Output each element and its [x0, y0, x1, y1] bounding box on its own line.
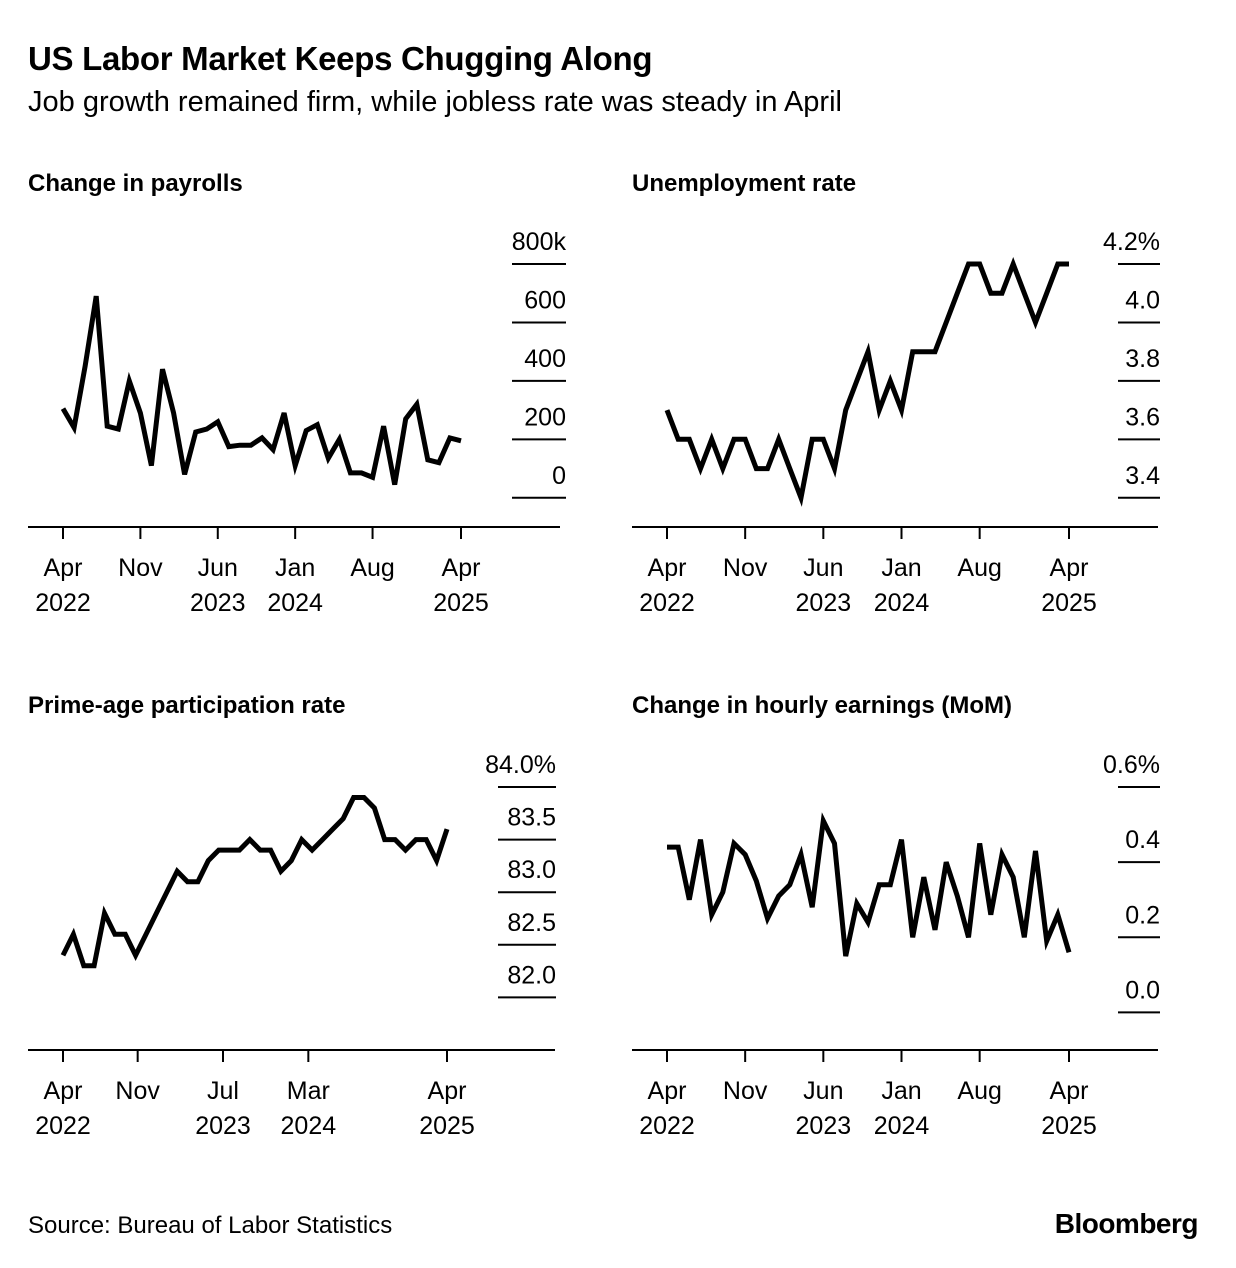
- y-tick-label: 82.5: [507, 909, 556, 937]
- x-tick-label: Apr: [1050, 1077, 1089, 1105]
- y-tick-label: 0.4: [1125, 826, 1160, 854]
- earnings-panel-title: Change in hourly earnings (MoM): [632, 692, 1013, 719]
- y-tick-label: 3.4: [1125, 462, 1160, 490]
- y-tick-label: 0.2: [1125, 901, 1160, 929]
- x-tick-label: Apr: [648, 1077, 687, 1105]
- y-tick-label: 0.6%: [1103, 751, 1160, 779]
- x-tick-label: Aug: [957, 554, 1001, 582]
- x-tick-label: Nov: [118, 554, 163, 582]
- x-tick-year-label: 2025: [1041, 589, 1097, 617]
- x-tick-label: Nov: [723, 554, 768, 582]
- y-tick-label: 82.0: [507, 961, 556, 989]
- source-note: Source: Bureau of Labor Statistics: [28, 1212, 393, 1239]
- series-line: [667, 812, 1072, 957]
- x-tick-label: Mar: [287, 1077, 330, 1105]
- x-tick-year-label: 2023: [195, 1112, 251, 1140]
- x-tick-year-label: 2023: [796, 1112, 852, 1140]
- x-tick-label: Jul: [207, 1077, 239, 1105]
- x-tick-label: Jun: [803, 554, 843, 582]
- y-tick-label: 0: [552, 462, 566, 490]
- x-tick-label: Apr: [442, 554, 481, 582]
- y-tick-label: 3.6: [1125, 403, 1160, 431]
- y-tick-label: 0.0: [1125, 976, 1160, 1004]
- x-tick-label: Aug: [957, 1077, 1001, 1105]
- x-tick-label: Nov: [115, 1077, 160, 1105]
- y-tick-label: 600: [524, 286, 566, 314]
- y-tick-label: 800k: [512, 228, 567, 256]
- x-tick-year-label: 2022: [639, 1112, 695, 1140]
- x-tick-year-label: 2025: [419, 1112, 475, 1140]
- y-tick-label: 200: [524, 403, 566, 431]
- x-tick-label: Apr: [1050, 554, 1089, 582]
- x-tick-label: Apr: [44, 1077, 83, 1105]
- y-tick-label: 84.0%: [485, 751, 556, 779]
- x-tick-year-label: 2024: [267, 589, 323, 617]
- x-tick-label: Jan: [881, 1077, 921, 1105]
- bloomberg-logo: Bloomberg: [1054, 1208, 1199, 1239]
- payrolls-chart: 800k 600 400 200 0 Apr 2022 Nov Jun 2023 Jan 2024 Au…: [28, 228, 567, 617]
- chart-title: US Labor Market Keeps Chugging Along: [28, 40, 653, 77]
- y-tick-label: 3.8: [1125, 345, 1160, 373]
- x-tick-year-label: 2023: [796, 589, 852, 617]
- x-tick-year-label: 2025: [1041, 1112, 1097, 1140]
- x-tick-year-label: 2022: [35, 1112, 91, 1140]
- x-tick-label: Jan: [881, 554, 921, 582]
- series-line: [664, 256, 1069, 507]
- series-line: [60, 295, 462, 486]
- chart-subtitle: Job growth remained firm, while jobless …: [28, 86, 842, 118]
- x-tick-year-label: 2024: [281, 1112, 337, 1140]
- x-tick-year-label: 2025: [433, 589, 489, 617]
- x-tick-year-label: 2023: [190, 589, 246, 617]
- x-tick-year-label: 2024: [874, 589, 930, 617]
- y-tick-label: 400: [524, 345, 566, 373]
- y-tick-label: 83.5: [507, 804, 556, 832]
- unemployment-panel-title: Unemployment rate: [632, 170, 857, 197]
- x-tick-year-label: 2024: [874, 1112, 930, 1140]
- x-tick-year-label: 2022: [639, 589, 695, 617]
- y-tick-label: 4.0: [1125, 286, 1160, 314]
- y-tick-label: 4.2%: [1103, 228, 1160, 256]
- participation-chart: 84.0% 83.5 83.0 82.5 82.0 Apr 2022 Nov Jul 2023 Ma…: [28, 751, 556, 1140]
- x-tick-label: Apr: [44, 554, 83, 582]
- payrolls-panel-title: Change in payrolls: [28, 170, 243, 197]
- series-line: [60, 795, 450, 969]
- participation-panel-title: Prime-age participation rate: [28, 692, 346, 719]
- x-tick-label: Apr: [648, 554, 687, 582]
- x-tick-label: Jan: [275, 554, 315, 582]
- x-tick-label: Jun: [803, 1077, 843, 1105]
- y-tick-label: 83.0: [507, 856, 556, 884]
- x-tick-label: Apr: [428, 1077, 467, 1105]
- x-tick-label: Jun: [198, 554, 238, 582]
- x-tick-label: Aug: [350, 554, 394, 582]
- x-tick-year-label: 2022: [35, 589, 91, 617]
- x-tick-label: Nov: [723, 1077, 768, 1105]
